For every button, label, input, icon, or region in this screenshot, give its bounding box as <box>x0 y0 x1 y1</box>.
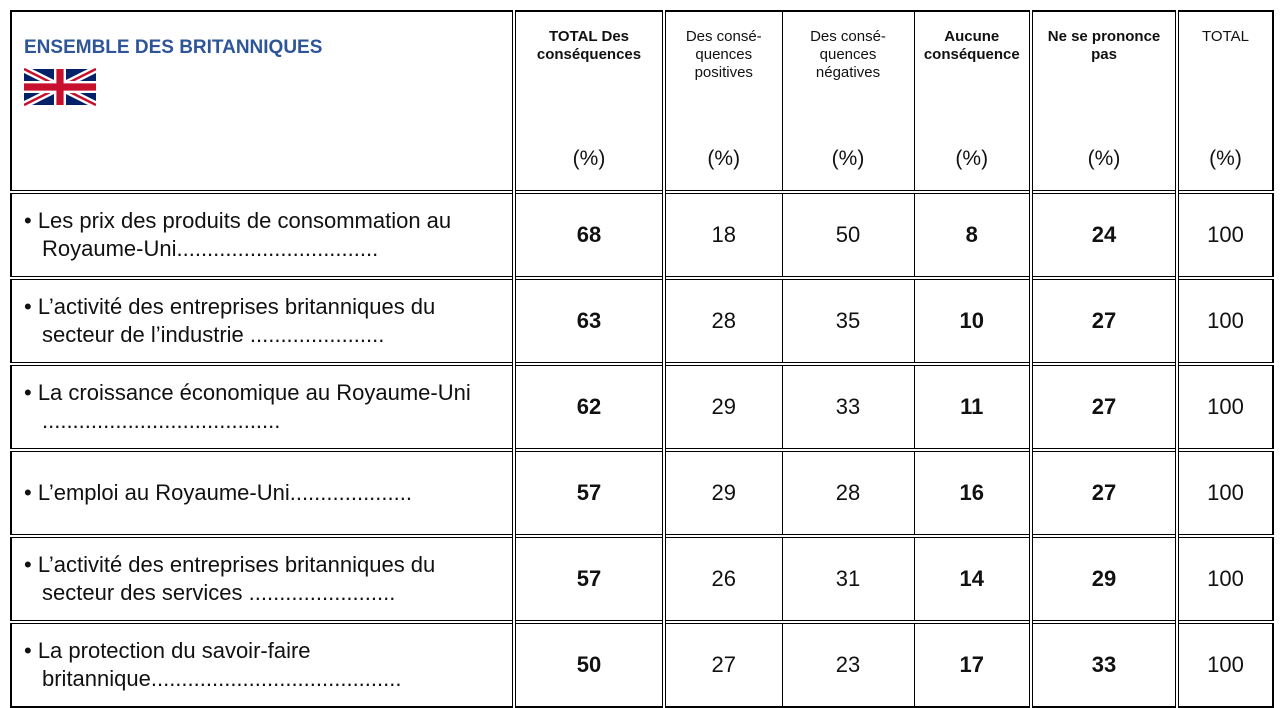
column-label: Des consé-quences négatives <box>810 28 886 81</box>
header-content: Aucune conséquence (%) <box>915 12 1030 190</box>
row-label: • La protection du savoir-faire britanni… <box>24 638 402 691</box>
value-cell: 16 <box>913 449 1032 537</box>
row-label: • L’emploi au Royaume-Uni...............… <box>24 480 412 505</box>
row-label-cell: • L’emploi au Royaume-Uni...............… <box>10 449 515 537</box>
column-label: Aucune conséquence <box>923 28 1020 63</box>
value-cell: 29 <box>662 363 783 451</box>
value-cell: 100 <box>1175 535 1274 623</box>
column-label: Des consé-quences positives <box>685 28 762 81</box>
column-unit: (%) <box>831 147 865 170</box>
value-cell: 26 <box>662 535 783 623</box>
value-cell: 29 <box>1029 535 1178 623</box>
value-cell: 100 <box>1175 363 1274 451</box>
table-title: ENSEMBLE DES BRITANNIQUES <box>24 37 323 58</box>
value-cell: 27 <box>662 621 783 708</box>
row-label-cell: • L’activité des entreprises britannique… <box>10 535 515 623</box>
row-label-cell: • L’activité des entreprises britannique… <box>10 277 515 365</box>
value-cell: 29 <box>662 449 783 537</box>
value-cell: 100 <box>1175 621 1274 708</box>
value-cell: 28 <box>662 277 783 365</box>
header-content: Des consé-quences positives (%) <box>666 12 782 190</box>
value-cell: 35 <box>781 277 915 365</box>
value-cell: 57 <box>512 535 665 623</box>
value-cell: 27 <box>1029 277 1178 365</box>
header-cell: TOTAL (%) <box>1175 10 1274 193</box>
column-unit: (%) <box>572 147 606 170</box>
data-row: • La croissance économique au Royaume-Un… <box>10 363 1274 451</box>
table-body: ENSEMBLE DES BRITANNIQUES TOTAL Des cons… <box>10 10 1274 708</box>
column-unit: (%) <box>707 147 741 170</box>
data-row: • Les prix des produits de consommation … <box>10 191 1274 279</box>
data-row: • L’emploi au Royaume-Uni...............… <box>10 449 1274 537</box>
value-cell: 31 <box>781 535 915 623</box>
value-cell: 23 <box>781 621 915 708</box>
header-content: TOTAL (%) <box>1179 12 1272 190</box>
value-cell: 11 <box>913 363 1032 451</box>
column-label: TOTAL <box>1202 28 1249 45</box>
value-cell: 27 <box>1029 363 1178 451</box>
row-label: • L’activité des entreprises britannique… <box>24 294 436 347</box>
header-cell: Des consé-quences positives (%) <box>662 10 783 193</box>
column-unit: (%) <box>1209 147 1242 170</box>
header-content: TOTAL Des conséquences (%) <box>516 12 662 190</box>
value-cell: 63 <box>512 277 665 365</box>
header-cell: Des consé-quences négatives (%) <box>781 10 915 193</box>
column-unit: (%) <box>1087 147 1121 170</box>
value-cell: 8 <box>913 191 1032 279</box>
row-label-cell: • Les prix des produits de consommation … <box>10 191 515 279</box>
value-cell: 24 <box>1029 191 1178 279</box>
column-label: TOTAL Des conséquences <box>536 28 642 63</box>
column-unit: (%) <box>955 147 989 170</box>
row-label: • L’activité des entreprises britannique… <box>24 552 436 605</box>
header-cell: Ne se prononce pas (%) <box>1029 10 1178 193</box>
value-cell: 100 <box>1175 191 1274 279</box>
value-cell: 17 <box>913 621 1032 708</box>
header-cell: TOTAL Des conséquences (%) <box>512 10 665 193</box>
data-row: • La protection du savoir-faire britanni… <box>10 621 1274 708</box>
value-cell: 14 <box>913 535 1032 623</box>
value-cell: 33 <box>1029 621 1178 708</box>
data-row: • L’activité des entreprises britannique… <box>10 277 1274 365</box>
value-cell: 18 <box>662 191 783 279</box>
value-cell: 100 <box>1175 449 1274 537</box>
column-label: Ne se prononce pas <box>1047 28 1161 63</box>
header-content: Des consé-quences négatives (%) <box>783 12 914 190</box>
value-cell: 68 <box>512 191 665 279</box>
row-label-cell: • La croissance économique au Royaume-Un… <box>10 363 515 451</box>
value-cell: 27 <box>1029 449 1178 537</box>
row-label: • La croissance économique au Royaume-Un… <box>24 380 471 433</box>
value-cell: 100 <box>1175 277 1274 365</box>
value-cell: 57 <box>512 449 665 537</box>
value-cell: 28 <box>781 449 915 537</box>
value-cell: 50 <box>781 191 915 279</box>
results-table: ENSEMBLE DES BRITANNIQUES TOTAL Des cons… <box>10 10 1274 708</box>
value-cell: 33 <box>781 363 915 451</box>
header-row: ENSEMBLE DES BRITANNIQUES TOTAL Des cons… <box>10 10 1274 193</box>
data-row: • L’activité des entreprises britannique… <box>10 535 1274 623</box>
header-content: Ne se prononce pas (%) <box>1033 12 1175 190</box>
value-cell: 62 <box>512 363 665 451</box>
title-cell: ENSEMBLE DES BRITANNIQUES <box>10 10 515 193</box>
row-label-cell: • La protection du savoir-faire britanni… <box>10 621 515 708</box>
value-cell: 50 <box>512 621 665 708</box>
uk-flag <box>24 67 96 107</box>
row-label: • Les prix des produits de consommation … <box>24 208 452 261</box>
value-cell: 10 <box>913 277 1032 365</box>
header-cell: Aucune conséquence (%) <box>913 10 1032 193</box>
